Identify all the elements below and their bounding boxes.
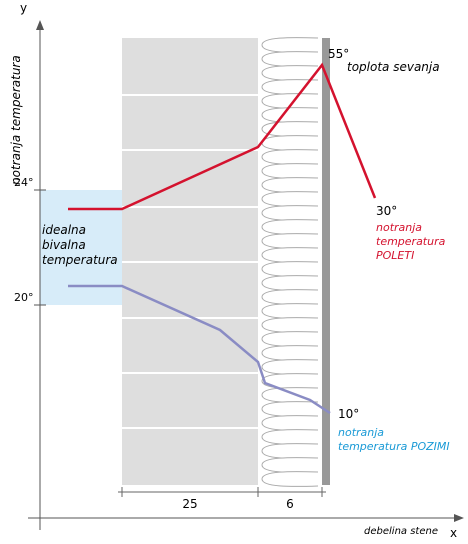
- insulation-loop: [261, 261, 319, 277]
- insulation-loop: [261, 121, 319, 137]
- insulation-loop: [261, 471, 319, 487]
- tick-label: 20°: [14, 291, 34, 304]
- summer-label: notranja: [376, 221, 422, 234]
- dimension-label: 25: [182, 497, 197, 511]
- axis-letter: y: [20, 1, 27, 15]
- insulation-loop: [261, 51, 319, 67]
- x-axis-label: debelina stene: [364, 526, 438, 537]
- tick-label: 24°: [14, 176, 34, 189]
- winter-line: [68, 284, 331, 415]
- winter-label: notranja: [338, 426, 384, 439]
- insulation-loop: [261, 135, 319, 151]
- insulation-loop: [261, 289, 319, 305]
- insulation-loop: [261, 345, 319, 361]
- insulation-loop: [261, 205, 319, 221]
- peak-label: toplota sevanja: [347, 60, 440, 74]
- insulation-loop: [261, 401, 319, 417]
- peak-value: 55°: [328, 47, 349, 61]
- insulation-loop: [261, 107, 319, 123]
- ideal-label: temperatura: [42, 253, 118, 267]
- insulation-loop: [261, 359, 319, 375]
- insulation-loop: [261, 457, 319, 473]
- summer-line: [68, 62, 377, 211]
- insulation-loop: [261, 317, 319, 333]
- insulation-loop: [261, 37, 319, 53]
- axis-letter: x: [450, 526, 457, 540]
- arrow: [36, 20, 44, 30]
- y-axis-label: notranja temperatura: [9, 55, 23, 185]
- arrow: [454, 514, 464, 522]
- summer-label: POLETI: [376, 249, 414, 262]
- insulation-loop: [261, 191, 319, 207]
- insulation-loop: [261, 303, 319, 319]
- winter-value: 10°: [338, 407, 359, 421]
- ideal-label: idealna: [42, 223, 86, 237]
- insulation-loop: [261, 331, 319, 347]
- insulation-loop: [261, 429, 319, 445]
- insulation-loop: [261, 275, 319, 291]
- insulation-pattern: [261, 37, 319, 487]
- insulation-loop: [261, 163, 319, 179]
- outer-layer: [322, 38, 330, 485]
- winter-label: temperatura POZIMI: [338, 440, 450, 453]
- insulation-loop: [261, 247, 319, 263]
- dimension-label: 6: [286, 497, 294, 511]
- insulation-loop: [261, 233, 319, 249]
- insulation-loop: [261, 65, 319, 81]
- insulation-loop: [261, 177, 319, 193]
- insulation-loop: [261, 219, 319, 235]
- insulation-loop: [261, 149, 319, 165]
- brick-joints: [122, 94, 258, 429]
- insulation-loop: [261, 443, 319, 459]
- ideal-label: bivalna: [42, 238, 86, 252]
- summer-value: 30°: [376, 204, 397, 218]
- insulation-loop: [261, 415, 319, 431]
- summer-label: temperatura: [376, 235, 446, 248]
